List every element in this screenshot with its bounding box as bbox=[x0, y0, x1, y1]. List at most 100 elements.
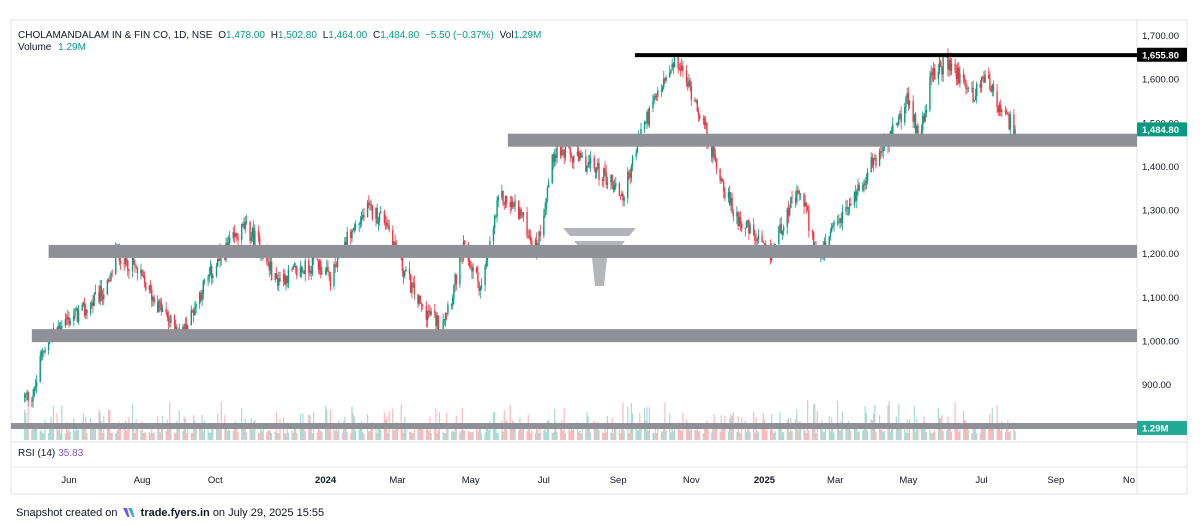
candle-body bbox=[853, 192, 856, 206]
time-tick-label: Nov bbox=[683, 475, 700, 486]
symbol-name[interactable]: CHOLAMANDALAM IN & FIN CO, 1D, NSE bbox=[18, 30, 213, 41]
volume-bar bbox=[769, 425, 772, 440]
candle-body bbox=[145, 282, 147, 290]
candle-body bbox=[878, 151, 881, 166]
footer-brand-link[interactable]: trade.fyers.in bbox=[140, 507, 210, 519]
candle-body bbox=[531, 240, 533, 246]
snapshot-footer: Snapshot created on trade.fyers.in on Ju… bbox=[16, 507, 324, 519]
candle-body bbox=[694, 99, 696, 102]
candle-body bbox=[845, 207, 847, 212]
volume-bar bbox=[259, 432, 261, 440]
candle-body bbox=[731, 197, 733, 214]
volume-bar bbox=[254, 419, 256, 440]
volume-bar bbox=[615, 422, 617, 440]
candle-body bbox=[573, 155, 575, 163]
volume-bar bbox=[917, 425, 919, 440]
candle-body bbox=[77, 310, 80, 322]
volume-bar bbox=[73, 418, 75, 440]
candle-body bbox=[1007, 113, 1009, 115]
candle-body bbox=[452, 297, 454, 306]
volume-bar bbox=[618, 429, 620, 440]
volume-bar bbox=[729, 418, 731, 440]
candle-body bbox=[1013, 114, 1015, 135]
time-tick-label: Mar bbox=[827, 475, 843, 486]
volume-bar bbox=[170, 426, 172, 440]
volume-bar bbox=[949, 425, 951, 440]
candle-body bbox=[622, 193, 624, 201]
volume-legend[interactable]: Volume 1.29M bbox=[18, 42, 86, 53]
volume-bar bbox=[479, 428, 481, 440]
candle-body bbox=[310, 270, 312, 274]
candle-body bbox=[520, 209, 522, 216]
candle-body bbox=[740, 223, 743, 229]
volume-bar bbox=[798, 421, 800, 440]
volume-bar bbox=[898, 403, 900, 440]
time-tick-label: Jun bbox=[61, 475, 76, 486]
support-band[interactable] bbox=[48, 244, 1138, 258]
price-axis[interactable]: 1,700.001,600.001,500.001,400.001,300.00… bbox=[1142, 31, 1179, 391]
volume-bar bbox=[630, 403, 632, 440]
price-tags: 1,655.80 1,484.80 1.29M bbox=[1137, 47, 1187, 435]
volume-bar bbox=[378, 424, 381, 440]
candle-body bbox=[840, 218, 842, 223]
candle-body bbox=[630, 165, 633, 178]
candle-body bbox=[955, 71, 958, 80]
support-band[interactable] bbox=[507, 133, 1137, 147]
support-band[interactable] bbox=[31, 329, 1138, 343]
volume-bar bbox=[34, 427, 37, 440]
volume-bar bbox=[437, 430, 439, 440]
candle-body bbox=[484, 266, 486, 286]
candle-body bbox=[780, 224, 782, 235]
volume-bar bbox=[564, 433, 567, 440]
volume-bar bbox=[271, 432, 273, 440]
volume-bar bbox=[277, 432, 279, 440]
volume-bar bbox=[984, 423, 986, 440]
volume-bar bbox=[242, 428, 244, 440]
candle-body bbox=[413, 282, 416, 295]
time-axis[interactable]: Jun Aug Oct 2024 Mar May Jul Sep Nov 2025 Mar May Ju… bbox=[61, 475, 1135, 486]
volume-bar bbox=[654, 427, 656, 440]
candle-body bbox=[836, 221, 839, 223]
volume-bar bbox=[856, 425, 858, 440]
volume-bar bbox=[905, 432, 907, 440]
volume-bar bbox=[319, 429, 321, 440]
volume-bar bbox=[94, 427, 96, 440]
candle-body bbox=[577, 151, 580, 161]
candle-body bbox=[464, 240, 466, 245]
volume-bar bbox=[402, 432, 405, 440]
candle-body bbox=[224, 257, 226, 260]
volume-bar bbox=[69, 432, 71, 440]
candle-body bbox=[377, 221, 380, 224]
volume-bar bbox=[594, 422, 597, 440]
candle-body bbox=[669, 72, 671, 78]
candle-body bbox=[595, 167, 598, 173]
volume-bar bbox=[530, 432, 532, 440]
volume-bar bbox=[418, 425, 420, 440]
volume-bar bbox=[853, 423, 856, 440]
volume-bar bbox=[881, 429, 883, 440]
volume-bar bbox=[765, 431, 767, 440]
volume-bar bbox=[336, 431, 339, 440]
candle-body bbox=[161, 308, 164, 312]
price-tag bbox=[1137, 421, 1187, 435]
candle-body bbox=[757, 235, 760, 240]
price-tick-label: 1,600.00 bbox=[1142, 75, 1179, 86]
candle-body bbox=[695, 100, 697, 102]
candle-body bbox=[786, 208, 788, 227]
candle-body bbox=[252, 228, 255, 246]
candle-body bbox=[898, 116, 900, 125]
symbol-legend[interactable]: CHOLAMANDALAM IN & FIN CO, 1D, NSE O1,47… bbox=[18, 29, 541, 42]
candle-body bbox=[170, 315, 172, 323]
candle-body bbox=[623, 197, 625, 201]
candle-body bbox=[959, 73, 961, 84]
volume-bar bbox=[950, 432, 953, 440]
candle-body bbox=[811, 231, 814, 233]
volume-bar bbox=[136, 423, 138, 440]
rsi-legend[interactable]: RSI (14) 35.83 bbox=[18, 448, 83, 459]
volume-bar bbox=[866, 430, 869, 440]
candle-body bbox=[401, 255, 404, 271]
candle-body bbox=[925, 109, 928, 113]
volume-bar bbox=[182, 431, 184, 440]
volume-bar bbox=[232, 431, 234, 440]
